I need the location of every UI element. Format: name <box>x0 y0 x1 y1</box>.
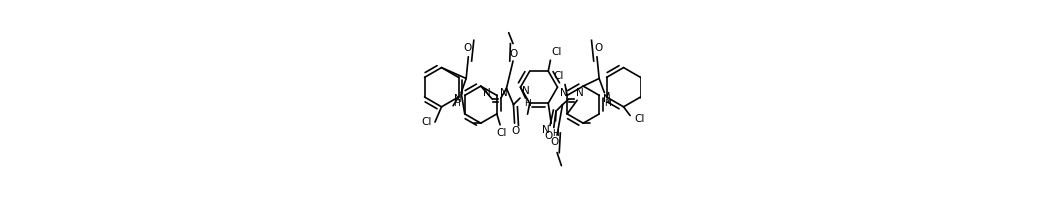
Text: N: N <box>560 88 568 98</box>
Text: H: H <box>604 99 611 108</box>
Text: O: O <box>545 131 552 141</box>
Text: Cl: Cl <box>421 117 431 127</box>
Text: H: H <box>453 99 460 108</box>
Text: O: O <box>512 126 520 136</box>
Text: O: O <box>594 43 602 53</box>
Text: N: N <box>576 88 583 98</box>
Text: O: O <box>551 137 559 147</box>
Text: Cl: Cl <box>551 47 562 57</box>
Text: N: N <box>543 125 550 135</box>
Text: N: N <box>500 88 508 98</box>
Text: Cl: Cl <box>553 71 564 81</box>
Text: Cl: Cl <box>496 128 506 138</box>
Text: H: H <box>523 99 531 108</box>
Text: H: H <box>552 129 559 138</box>
Text: O: O <box>509 49 517 59</box>
Text: N: N <box>454 94 462 104</box>
Text: N: N <box>483 88 492 98</box>
Text: N: N <box>521 86 530 96</box>
Text: N: N <box>602 94 611 104</box>
Text: O: O <box>463 43 471 53</box>
Text: Cl: Cl <box>634 114 645 124</box>
